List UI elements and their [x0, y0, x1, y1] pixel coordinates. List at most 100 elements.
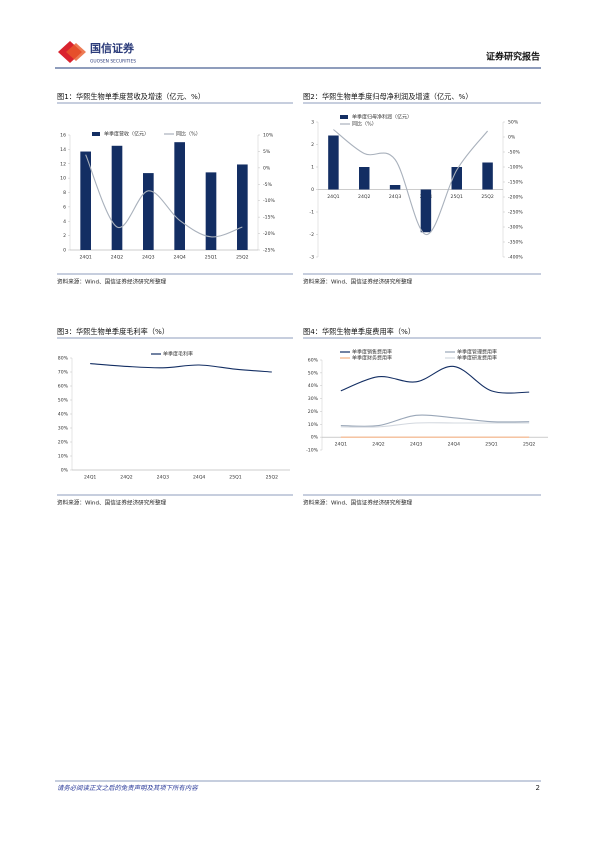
bar — [359, 167, 370, 190]
y-tick-label: 30% — [308, 396, 319, 402]
y-tick-label: 50% — [58, 398, 69, 404]
x-tick-label: 24Q4 — [193, 475, 205, 481]
y-tick-label: 0 — [311, 187, 314, 193]
y-tick-label: 0% — [61, 468, 69, 474]
x-tick-label: 24Q4 — [448, 442, 460, 448]
y2-tick-label: -15% — [263, 215, 276, 221]
x-tick-label: 25Q2 — [236, 255, 248, 261]
y2-tick-label: 0% — [508, 135, 516, 141]
y2-tick-label: 50% — [508, 120, 519, 126]
y2-tick-label: -350% — [508, 240, 523, 246]
x-tick-label: 24Q3 — [410, 442, 422, 448]
y-tick-label: 10% — [308, 422, 319, 428]
y-tick-label: 6 — [63, 204, 66, 210]
x-tick-label: 25Q2 — [481, 194, 493, 200]
bar — [80, 151, 91, 250]
logo-subtext: GUOSEN SECURITIES — [90, 59, 136, 65]
line-series — [333, 129, 489, 236]
x-tick-label: 24Q2 — [358, 194, 370, 200]
y-tick-label: 12 — [60, 161, 66, 167]
y-tick-label: 0% — [311, 435, 319, 441]
legend-label: 单季度营收（亿元） — [104, 131, 149, 138]
legend-label: 单季度研发费用率 — [457, 355, 497, 362]
y2-tick-label: -20% — [263, 231, 276, 237]
y-tick-label: 40% — [308, 383, 319, 389]
y-tick-label: 10% — [58, 454, 69, 460]
y-tick-label: 0 — [63, 248, 66, 254]
x-tick-label: 25Q2 — [523, 442, 535, 448]
disclaimer: 请务必阅读正文之后的免责声明及其项下所有内容 — [57, 784, 199, 792]
y-tick-label: 30% — [58, 426, 69, 432]
line-series — [340, 422, 530, 428]
legend-label: 单季度财务费用率 — [352, 355, 392, 362]
figure-caption: 图1：华熙生物单季度营收及增速（亿元、%） — [57, 92, 205, 101]
y-tick-label: 1 — [311, 165, 314, 171]
y-tick-label: -2 — [309, 232, 314, 238]
bar — [237, 164, 248, 250]
figure-source: 资料来源：Wind、国信证券经济研究所整理 — [303, 499, 413, 507]
figure-caption: 图3：华熙生物单季度毛利率（%） — [57, 327, 169, 336]
y-tick-label: 70% — [58, 370, 69, 376]
y-tick-label: 20% — [308, 409, 319, 415]
bar — [143, 173, 154, 250]
y-tick-label: 20% — [58, 440, 69, 446]
line-series — [340, 414, 530, 427]
legend-label: 单季度销售费用率 — [352, 349, 392, 356]
x-tick-label: 24Q3 — [157, 475, 169, 481]
bar — [420, 189, 432, 233]
line-series — [90, 363, 272, 373]
report-type: 证券研究报告 — [486, 51, 540, 63]
figure-source: 资料来源：Wind、国信证券经济研究所整理 — [57, 499, 167, 507]
y2-tick-label: -250% — [508, 210, 523, 216]
x-tick-label: 24Q1 — [84, 475, 96, 481]
y-tick-label: 50% — [308, 370, 319, 376]
y2-tick-label: -25% — [263, 248, 276, 254]
bar — [205, 172, 217, 250]
y-tick-label: 10 — [60, 176, 66, 182]
y2-tick-label: -100% — [508, 165, 523, 171]
y-tick-label: 60% — [58, 384, 69, 390]
line-series — [85, 154, 243, 238]
x-tick-label: 25Q1 — [229, 475, 241, 481]
logo-text: 国信证券 — [90, 41, 135, 55]
x-tick-label: 24Q2 — [120, 475, 132, 481]
x-tick-label: 24Q3 — [389, 194, 401, 200]
legend-label: 同比（%） — [176, 131, 201, 138]
y-tick-label: 3 — [311, 120, 314, 126]
bar — [174, 142, 185, 250]
y-tick-label: 16 — [60, 133, 66, 139]
y-tick-label: 4 — [63, 219, 66, 225]
y-tick-label: 8 — [63, 190, 66, 196]
logo-mark — [66, 43, 86, 61]
x-tick-label: 24Q1 — [327, 194, 339, 200]
y2-tick-label: -200% — [508, 195, 523, 201]
y-tick-label: 14 — [60, 147, 66, 153]
bar — [389, 185, 401, 190]
bar — [451, 167, 462, 190]
x-tick-label: 25Q1 — [205, 255, 217, 261]
line-series — [340, 365, 530, 394]
legend-label: 单季度毛利率 — [163, 351, 193, 358]
figure-caption: 图2：华熙生物单季度归母净利润及增速（亿元、%） — [303, 92, 473, 101]
y2-tick-label: 10% — [263, 133, 274, 139]
x-tick-label: 24Q1 — [335, 442, 347, 448]
x-tick-label: 24Q4 — [173, 255, 185, 261]
logo — [58, 41, 86, 63]
y-tick-label: 2 — [63, 233, 66, 239]
y-tick-label: -10% — [306, 448, 319, 454]
figure-caption: 图4：华熙生物单季度费用率（%） — [303, 327, 415, 336]
x-tick-label: 25Q1 — [485, 442, 497, 448]
legend-label: 单季度归母净利润（亿元） — [352, 114, 412, 121]
legend-swatch — [340, 115, 348, 119]
page-number: 2 — [536, 784, 540, 792]
y2-tick-label: 0% — [263, 165, 271, 171]
bar — [111, 145, 123, 250]
x-tick-label: 24Q2 — [372, 442, 384, 448]
x-tick-label: 25Q1 — [451, 194, 463, 200]
figure-source: 资料来源：Wind、国信证券经济研究所整理 — [303, 278, 413, 286]
y2-tick-label: -50% — [508, 150, 521, 156]
y2-tick-label: -300% — [508, 225, 523, 231]
y2-tick-label: -5% — [263, 182, 273, 188]
x-tick-label: 25Q2 — [266, 475, 278, 481]
